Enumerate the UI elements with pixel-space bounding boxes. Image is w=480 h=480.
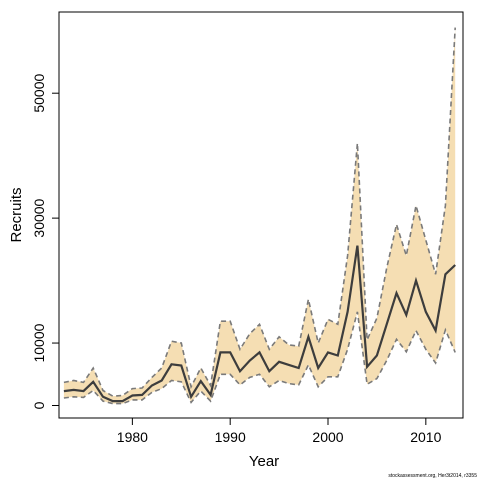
y-axis-title: Recruits bbox=[8, 187, 25, 242]
y-tick-label: 10000 bbox=[31, 323, 47, 362]
plot-frame bbox=[58, 11, 464, 419]
x-axis: 1980 1990 2000 2010 bbox=[117, 418, 442, 445]
upper-bound-line bbox=[63, 27, 456, 397]
y-tick-label: 30000 bbox=[31, 198, 47, 237]
x-tick-label: 1990 bbox=[215, 429, 246, 445]
y-tick-label: 50000 bbox=[31, 74, 47, 113]
x-tick-label: 2000 bbox=[312, 429, 343, 445]
x-tick-label: 1980 bbox=[117, 429, 148, 445]
recruits-estimate-line bbox=[63, 245, 456, 403]
y-tick-label: 0 bbox=[31, 401, 47, 409]
x-axis-title: Year bbox=[249, 453, 279, 470]
y-axis: 0 10000 30000 50000 bbox=[31, 74, 59, 409]
lower-bound-line bbox=[63, 311, 456, 405]
confidence-band bbox=[63, 27, 456, 404]
x-tick-label: 2010 bbox=[410, 429, 441, 445]
footer-note: stockassessment.org, Her3t2014, r3355 bbox=[388, 473, 477, 479]
